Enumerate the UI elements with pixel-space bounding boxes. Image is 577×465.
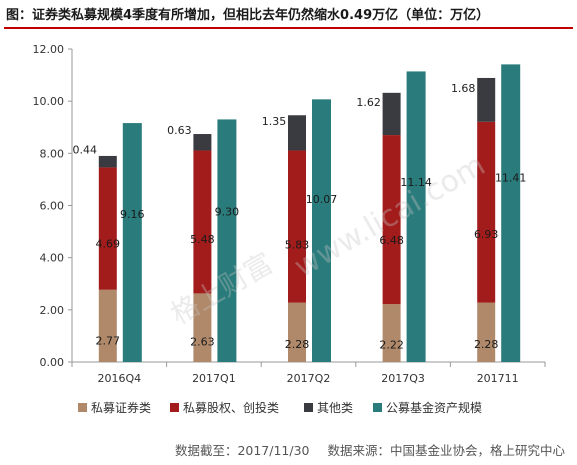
- y-tick-label: 0.00: [40, 356, 65, 369]
- bar-public-fund: [312, 99, 331, 363]
- data-label: 0.44: [73, 144, 98, 157]
- legend-label: 私募证券类: [91, 400, 151, 415]
- data-label: 2.63: [190, 335, 215, 348]
- data-label: 1.68: [451, 82, 476, 95]
- legend-item: 公募基金资产规模: [373, 400, 482, 415]
- bar-segment: [288, 302, 306, 362]
- y-tick-label: 6.00: [40, 200, 65, 213]
- footer: 数据截至：2017/11/30 数据来源：中国基金业协会，格上研究中心: [175, 440, 565, 459]
- bar-public-fund: [501, 64, 521, 363]
- bar-segment: [477, 77, 496, 122]
- x-tick-label: 2017Q3: [381, 372, 425, 385]
- x-tick-label: 2017Q1: [192, 372, 236, 385]
- data-label: 2.77: [96, 334, 121, 347]
- data-label: 11.14: [400, 176, 432, 189]
- legend-swatch: [170, 403, 179, 412]
- bar-segment: [193, 134, 212, 151]
- legend-label: 其他类: [317, 401, 353, 415]
- data-label: 9.30: [215, 206, 240, 219]
- bar-segment: [288, 115, 306, 151]
- data-label: 0.63: [167, 124, 192, 137]
- title-divider: [4, 27, 573, 29]
- legend-swatch: [373, 403, 382, 412]
- x-tick-label: 201711: [477, 372, 519, 385]
- data-label: 4.69: [96, 237, 121, 250]
- data-label: 2.22: [379, 339, 404, 352]
- bar-public-fund: [217, 119, 237, 362]
- data-label: 10.07: [306, 193, 338, 206]
- bar-segment: [98, 289, 117, 362]
- data-label: 1.62: [356, 96, 381, 109]
- bar-public-fund: [122, 123, 142, 363]
- x-tick-label: 2017Q2: [287, 372, 331, 385]
- bar-segment: [98, 155, 117, 168]
- data-label: 2.28: [474, 338, 499, 351]
- chart-title: 图：证券类私募规模4季度有所增加，但相比去年仍然缩水0.49万亿（单位：万亿）: [6, 8, 490, 23]
- y-tick-label: 8.00: [40, 147, 65, 160]
- bar-segment: [477, 302, 496, 362]
- legend-label: 私募股权、创投类: [183, 400, 279, 415]
- legend-item: 其他类: [304, 401, 353, 415]
- bar-segment: [382, 135, 401, 305]
- legend-item: 私募证券类: [78, 400, 151, 415]
- y-tick-label: 2.00: [40, 304, 65, 317]
- data-label: 1.35: [262, 115, 287, 128]
- data-label: 2.28: [285, 338, 310, 351]
- legend-swatch: [78, 403, 87, 412]
- bar-segment: [288, 150, 306, 303]
- data-label: 11.41: [495, 171, 527, 184]
- bar-segment: [382, 304, 401, 362]
- data-label: 5.48: [190, 233, 215, 246]
- legend-item: 私募股权、创投类: [170, 400, 279, 415]
- bar-segment: [477, 121, 496, 303]
- y-tick-label: 12.00: [33, 43, 65, 56]
- bar-segment: [98, 167, 117, 290]
- source-note: 数据来源：中国基金业协会，格上研究中心: [327, 443, 565, 458]
- legend-label: 公募基金资产规模: [386, 400, 482, 415]
- bar-segment: [193, 150, 212, 294]
- data-label: 6.93: [474, 228, 499, 241]
- legend-swatch: [304, 403, 313, 412]
- x-tick-label: 2016Q4: [97, 372, 141, 385]
- y-tick-label: 4.00: [40, 252, 65, 265]
- bar-segment: [193, 293, 212, 362]
- data-label: 6.48: [379, 234, 404, 247]
- date-note: 数据截至：2017/11/30: [174, 443, 310, 458]
- data-label: 5.83: [285, 239, 310, 252]
- data-label: 9.16: [120, 208, 145, 221]
- bar-public-fund: [406, 71, 426, 362]
- bar-segment: [382, 92, 401, 136]
- y-tick-label: 10.00: [33, 95, 65, 108]
